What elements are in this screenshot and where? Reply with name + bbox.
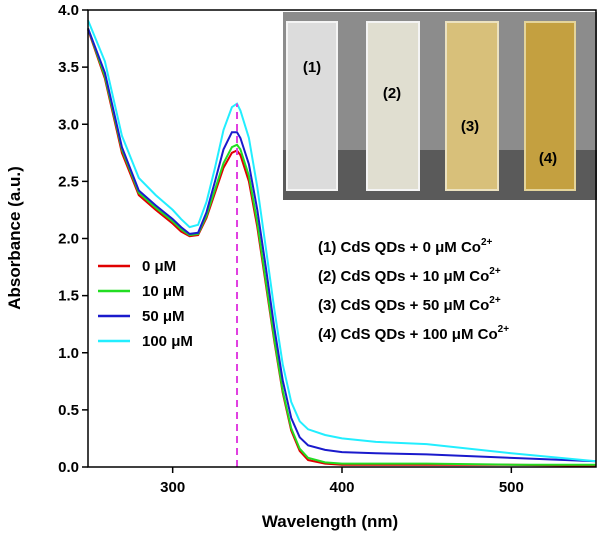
y-tick-label: 4.0 (58, 2, 79, 19)
annotation: (3) CdS QDs + 50 μM Co2+ (318, 295, 501, 314)
inset-label: (2) (383, 85, 401, 102)
legend-label: 0 μM (142, 258, 176, 275)
x-tick-label: 500 (499, 479, 524, 496)
annotation-text: (4) CdS QDs + 100 μM Co (318, 326, 498, 343)
annotation-sup: 2+ (489, 295, 501, 306)
x-tick-label: 400 (329, 479, 354, 496)
cuvette-4 (524, 21, 576, 191)
x-tick-label: 300 (160, 479, 185, 496)
annotation-sup: 2+ (498, 324, 510, 335)
annotation: (1) CdS QDs + 0 μM Co2+ (318, 237, 493, 256)
y-tick-label: 0.5 (58, 402, 79, 419)
inset-label: (4) (539, 150, 557, 167)
y-tick-label: 3.5 (58, 59, 79, 76)
series-line (87, 29, 597, 467)
y-tick-label: 2.0 (58, 231, 79, 248)
legend-label: 100 μM (142, 333, 193, 350)
x-axis-label: Wavelength (nm) (262, 512, 398, 531)
plot-frame (87, 9, 597, 468)
legend-label: 50 μM (142, 308, 185, 325)
annotation: (4) CdS QDs + 100 μM Co2+ (318, 324, 509, 343)
annotation-text: (3) CdS QDs + 50 μM Co (318, 297, 489, 314)
y-axis-label: Absorbance (a.u.) (5, 166, 24, 310)
annotation: (2) CdS QDs + 10 μM Co2+ (318, 266, 501, 285)
y-tick-label: 0.0 (58, 459, 79, 476)
series-line (87, 27, 596, 466)
legend-label: 10 μM (142, 283, 185, 300)
y-tick-label: 2.5 (58, 173, 79, 190)
inset-photo (283, 12, 597, 200)
annotation-sup: 2+ (489, 266, 501, 277)
cuvette-2 (366, 21, 420, 191)
inset-label: (1) (303, 59, 321, 76)
cuvette-1 (286, 21, 338, 191)
annotation-text: (1) CdS QDs + 0 μM Co (318, 239, 481, 256)
series-line (87, 19, 597, 463)
cuvette-3 (445, 21, 499, 191)
y-tick-label: 1.5 (58, 288, 79, 305)
y-tick-label: 3.0 (58, 116, 79, 133)
series-line (87, 27, 597, 463)
inset-label: (3) (461, 118, 479, 135)
annotation-sup: 2+ (481, 237, 493, 248)
y-tick-label: 1.0 (58, 345, 79, 362)
annotation-text: (2) CdS QDs + 10 μM Co (318, 268, 489, 285)
